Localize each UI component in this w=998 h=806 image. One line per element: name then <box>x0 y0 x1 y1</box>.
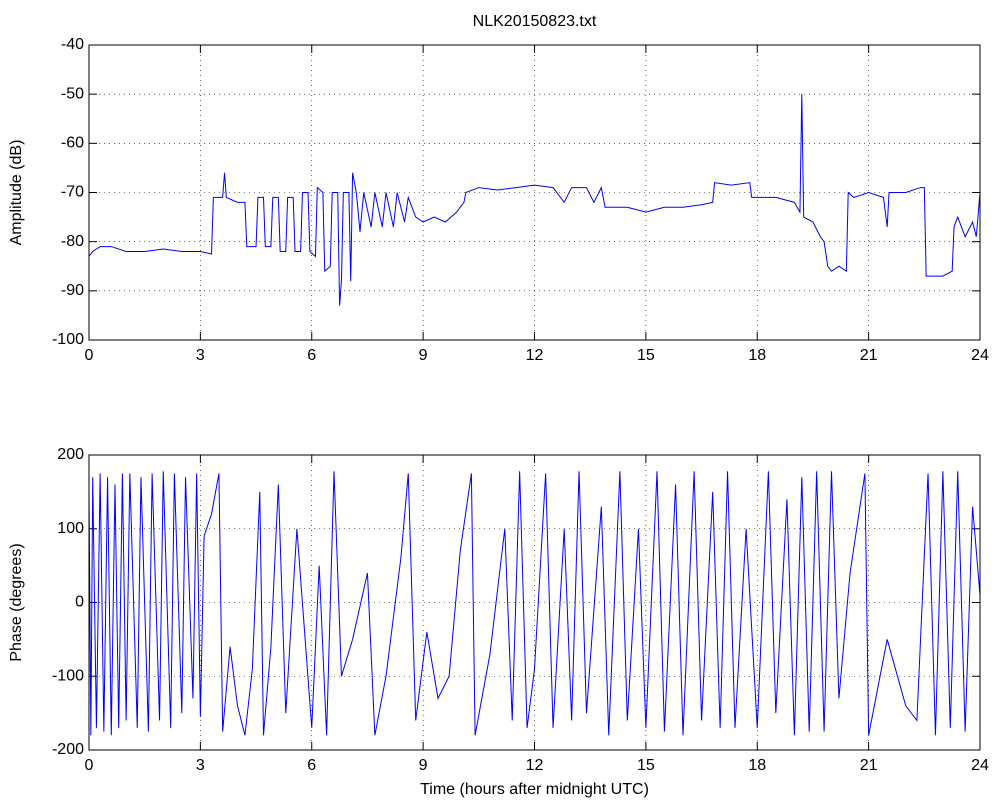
x-tick-label: 18 <box>748 347 766 364</box>
data-line <box>88 94 981 306</box>
chart-title: NLK20150823.txt <box>473 13 597 30</box>
y-axis-label: Amplitude (dB) <box>8 140 25 246</box>
y-tick-label: -90 <box>61 282 84 299</box>
axes-frame <box>88 454 981 751</box>
y-tick-label: 100 <box>57 520 84 537</box>
y-axis-label: Phase (degrees) <box>8 543 25 661</box>
y-tick-label: -60 <box>61 135 84 152</box>
x-tick-label: 21 <box>860 347 878 364</box>
y-tick-label: 0 <box>75 594 84 611</box>
x-tick-label: 18 <box>748 757 766 774</box>
y-tick-label: -50 <box>61 85 84 102</box>
y-tick-label: -70 <box>61 184 84 201</box>
x-tick-label: 3 <box>196 347 205 364</box>
y-tick-label: -40 <box>61 36 84 53</box>
y-tick-label: -80 <box>61 233 84 250</box>
data-line <box>88 471 981 736</box>
y-tick-label: -200 <box>52 741 84 758</box>
x-tick-label: 6 <box>307 757 316 774</box>
x-tick-label: 12 <box>526 347 544 364</box>
x-tick-label: 12 <box>526 757 544 774</box>
x-tick-label: 3 <box>196 757 205 774</box>
x-tick-label: 15 <box>637 757 655 774</box>
x-tick-label: 15 <box>637 347 655 364</box>
x-tick-label: 21 <box>860 757 878 774</box>
axes-frame <box>88 44 981 341</box>
y-tick-label: 200 <box>57 446 84 463</box>
x-tick-label: 6 <box>307 347 316 364</box>
y-tick-label: -100 <box>52 667 84 684</box>
x-tick-label: 9 <box>419 347 428 364</box>
x-tick-label: 24 <box>971 347 989 364</box>
x-tick-label: 9 <box>419 757 428 774</box>
x-tick-label: 24 <box>971 757 989 774</box>
x-tick-label: 0 <box>85 757 94 774</box>
x-tick-label: 0 <box>85 347 94 364</box>
y-tick-label: -100 <box>52 331 84 348</box>
x-axis-label: Time (hours after midnight UTC) <box>420 781 649 798</box>
